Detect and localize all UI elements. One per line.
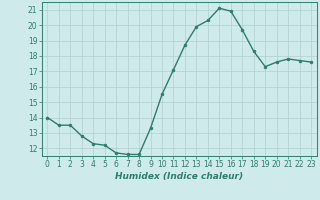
X-axis label: Humidex (Indice chaleur): Humidex (Indice chaleur) (115, 172, 243, 181)
